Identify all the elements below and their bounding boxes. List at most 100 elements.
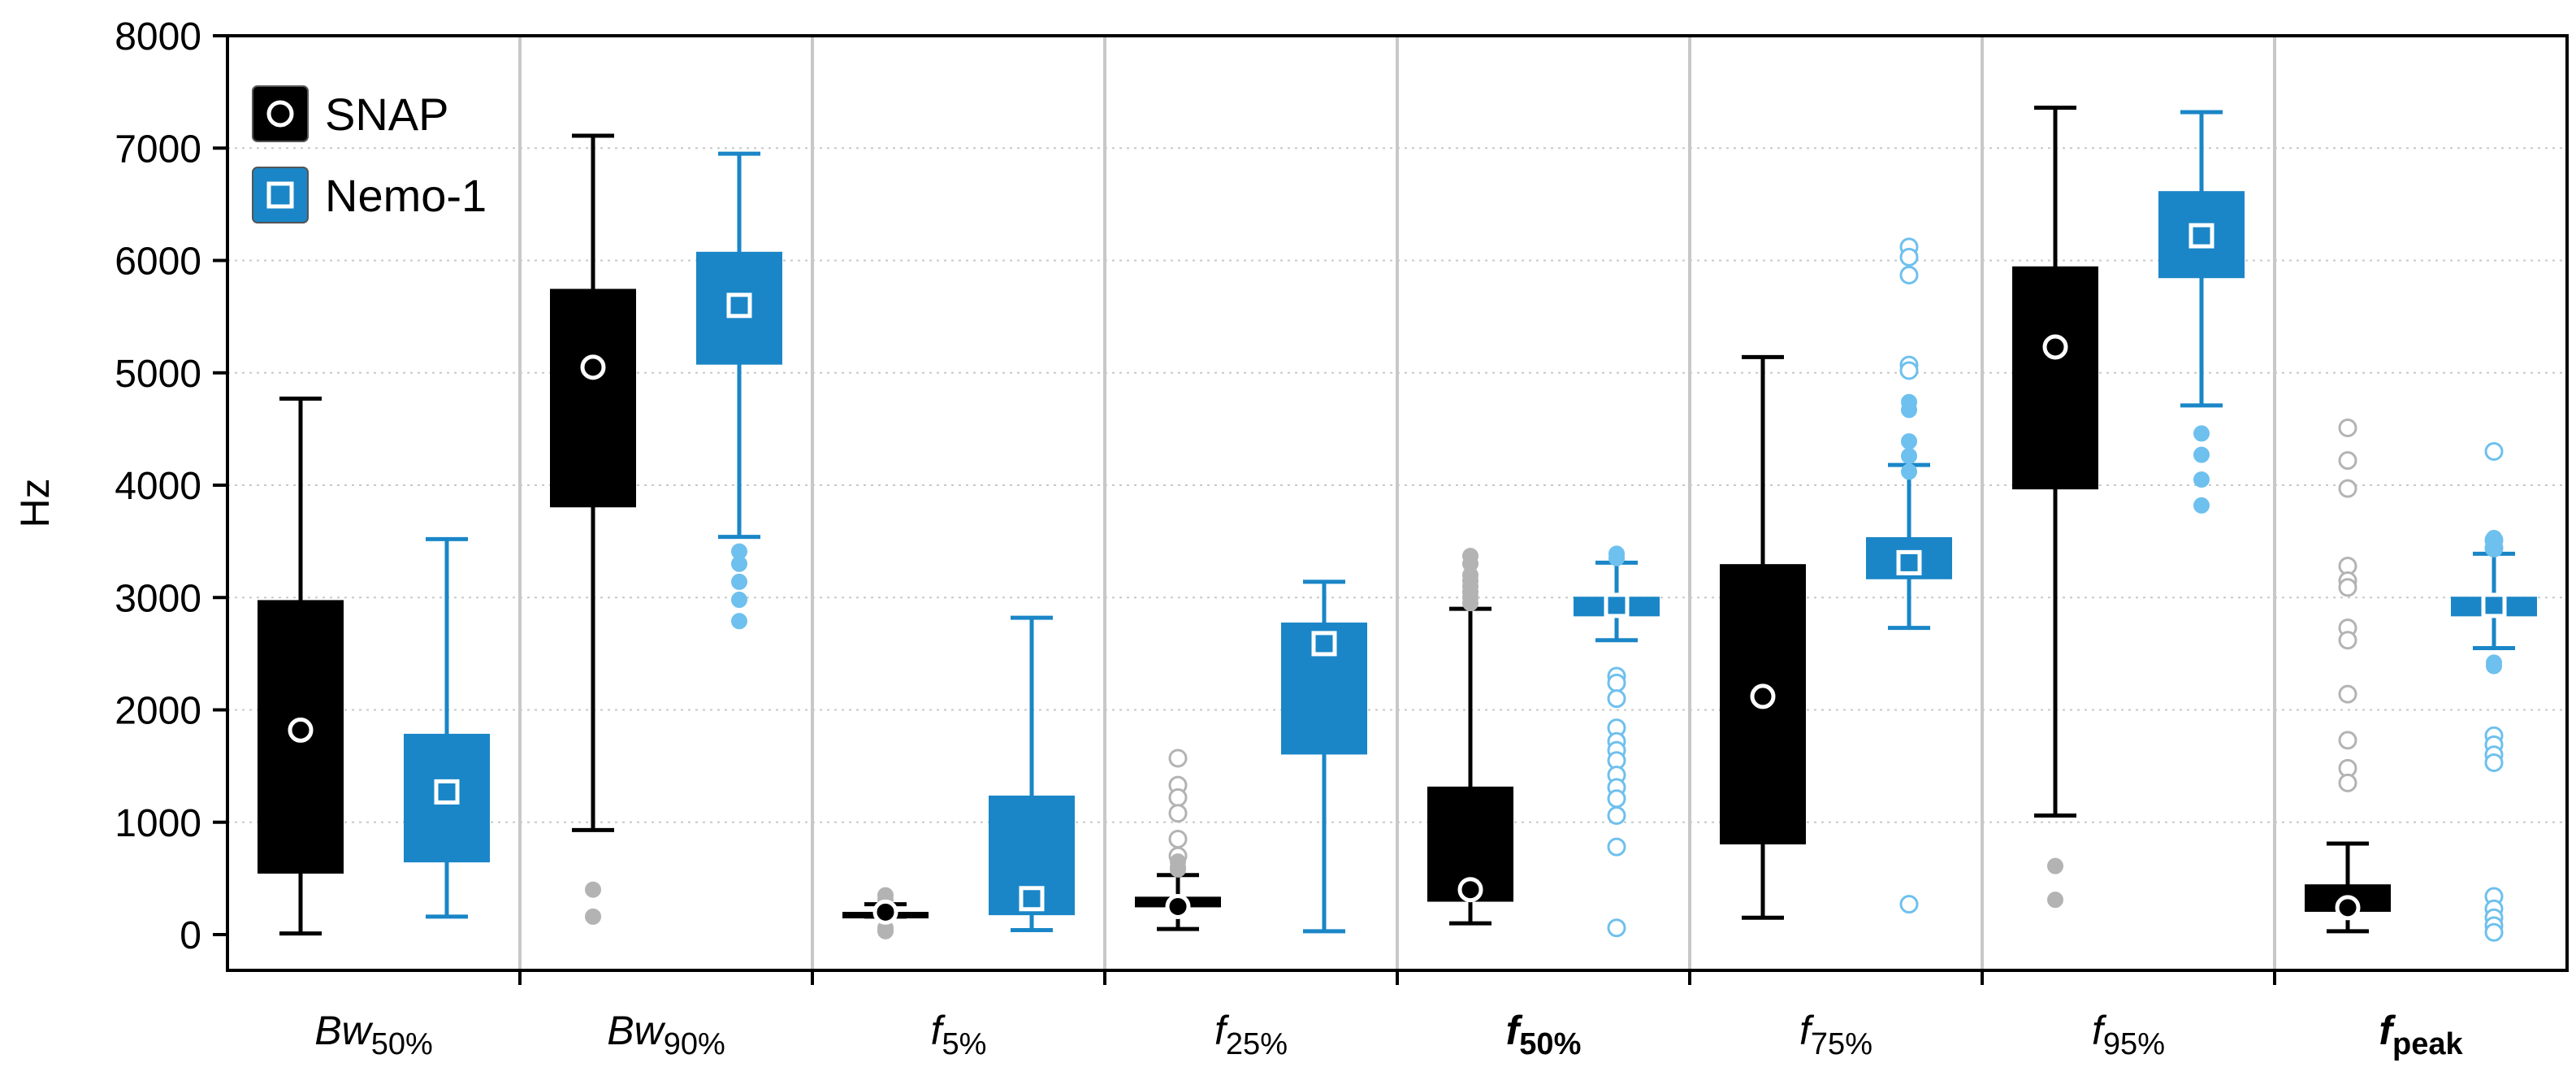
outlier-point bbox=[2338, 684, 2357, 704]
mean-marker bbox=[1311, 631, 1337, 657]
outlier-point bbox=[1607, 918, 1626, 938]
box-snap-1 bbox=[550, 133, 636, 925]
box-snap-7 bbox=[2305, 418, 2391, 934]
outlier-point-filled bbox=[585, 908, 601, 925]
category-label: Bw90% bbox=[607, 1008, 725, 1061]
outlier-point-filled bbox=[1901, 433, 1917, 450]
mean-marker bbox=[1165, 893, 1191, 919]
y-tick-label: 0 bbox=[180, 914, 201, 957]
plot-area bbox=[258, 105, 2537, 942]
box-snap-6 bbox=[2012, 105, 2098, 909]
outlier-point bbox=[1607, 837, 1626, 857]
mean-marker bbox=[1604, 592, 1630, 618]
box-nemo-1-5 bbox=[1866, 237, 1952, 914]
category-label: fpeak bbox=[2379, 1008, 2463, 1061]
outlier-point-filled bbox=[731, 573, 747, 590]
outlier-point bbox=[1899, 265, 1919, 284]
outlier-point-filled bbox=[731, 592, 747, 609]
box-snap-2 bbox=[842, 887, 929, 939]
outlier-point-filled bbox=[2486, 657, 2502, 675]
outlier-point bbox=[2338, 773, 2357, 792]
outlier-point bbox=[1607, 805, 1626, 825]
mean-marker bbox=[2042, 334, 2068, 360]
outlier-point bbox=[1899, 361, 1919, 380]
outlier-point-filled bbox=[1901, 463, 1917, 480]
y-tick-label: 5000 bbox=[115, 353, 201, 396]
outlier-point-filled bbox=[2193, 471, 2210, 488]
outlier-point bbox=[1168, 787, 1188, 807]
category-label: Bw50% bbox=[314, 1008, 433, 1061]
legend-item-snap: SNAP bbox=[252, 85, 449, 142]
mean-marker bbox=[288, 717, 314, 743]
iqr-box bbox=[550, 289, 636, 508]
outlier-point bbox=[2338, 631, 2357, 650]
mean-marker bbox=[2335, 895, 2361, 921]
mean-marker bbox=[1019, 886, 1045, 912]
outlier-point-filled bbox=[1901, 401, 1917, 419]
outlier-point-filled bbox=[2047, 892, 2063, 909]
outlier-point-filled bbox=[1462, 595, 1478, 612]
outlier-point-filled bbox=[2193, 497, 2210, 514]
y-tick-label: 1000 bbox=[115, 802, 201, 845]
outlier-point bbox=[2338, 479, 2357, 498]
outlier-point-filled bbox=[2193, 425, 2210, 442]
mean-marker bbox=[1750, 683, 1776, 709]
legend: SNAP Nemo-1 bbox=[252, 85, 487, 223]
category-label: f50% bbox=[1506, 1008, 1582, 1061]
outlier-point bbox=[1168, 829, 1188, 848]
outlier-point-filled bbox=[1901, 448, 1917, 465]
box-nemo-1-6 bbox=[2158, 110, 2245, 514]
legend-item-nemo-1: Nemo-1 bbox=[252, 167, 487, 223]
outlier-point bbox=[1168, 748, 1188, 768]
outlier-point bbox=[2338, 731, 2357, 750]
mean-marker bbox=[1896, 549, 1922, 575]
y-axis-label: Hz bbox=[12, 478, 58, 527]
outlier-point-filled bbox=[731, 613, 747, 630]
box-nemo-1-2 bbox=[989, 615, 1075, 932]
category-label: f25% bbox=[1214, 1008, 1288, 1061]
legend-label: SNAP bbox=[325, 89, 449, 140]
outlier-point-filled bbox=[877, 922, 894, 939]
outlier-point bbox=[1899, 247, 1919, 267]
outlier-point bbox=[2338, 578, 2357, 597]
legend-marker bbox=[266, 100, 294, 128]
category-label: f5% bbox=[931, 1008, 987, 1061]
y-tick-label: 2000 bbox=[115, 690, 201, 733]
outlier-point-filled bbox=[1608, 549, 1625, 566]
box-nemo-1-3 bbox=[1281, 579, 1367, 934]
mean-marker bbox=[580, 354, 606, 380]
outlier-point bbox=[2484, 442, 2504, 462]
outlier-point bbox=[1607, 689, 1626, 709]
box-nemo-1-7 bbox=[2451, 442, 2537, 942]
y-tick-label: 3000 bbox=[115, 577, 201, 620]
legend-label: Nemo-1 bbox=[325, 170, 487, 221]
outlier-point-filled bbox=[2486, 539, 2502, 556]
box-snap-3 bbox=[1135, 748, 1221, 931]
box-nemo-1-0 bbox=[404, 536, 490, 919]
mean-marker bbox=[2189, 223, 2214, 249]
outlier-point-filled bbox=[585, 881, 601, 898]
box-nemo-1-1 bbox=[696, 151, 782, 630]
outlier-point bbox=[2338, 418, 2357, 437]
mean-marker bbox=[1457, 877, 1483, 903]
outlier-point bbox=[2338, 451, 2357, 471]
outlier-point bbox=[1168, 804, 1188, 823]
outlier-point bbox=[1607, 789, 1626, 809]
y-tick-label: 7000 bbox=[115, 128, 201, 171]
outlier-point-filled bbox=[731, 555, 747, 572]
box-nemo-1-4 bbox=[1574, 545, 1660, 938]
box-snap-4 bbox=[1427, 548, 1513, 926]
y-tick-label: 6000 bbox=[115, 241, 201, 284]
y-tick-label: 8000 bbox=[115, 15, 201, 59]
box-snap-0 bbox=[258, 397, 344, 936]
y-tick-label: 4000 bbox=[115, 465, 201, 508]
mean-marker bbox=[2481, 592, 2507, 618]
box-snap-5 bbox=[1720, 354, 1806, 920]
outlier-point bbox=[1607, 673, 1626, 692]
mean-marker bbox=[872, 899, 898, 925]
outlier-point bbox=[1899, 895, 1919, 914]
outlier-point bbox=[2484, 753, 2504, 772]
mean-marker bbox=[434, 779, 460, 805]
